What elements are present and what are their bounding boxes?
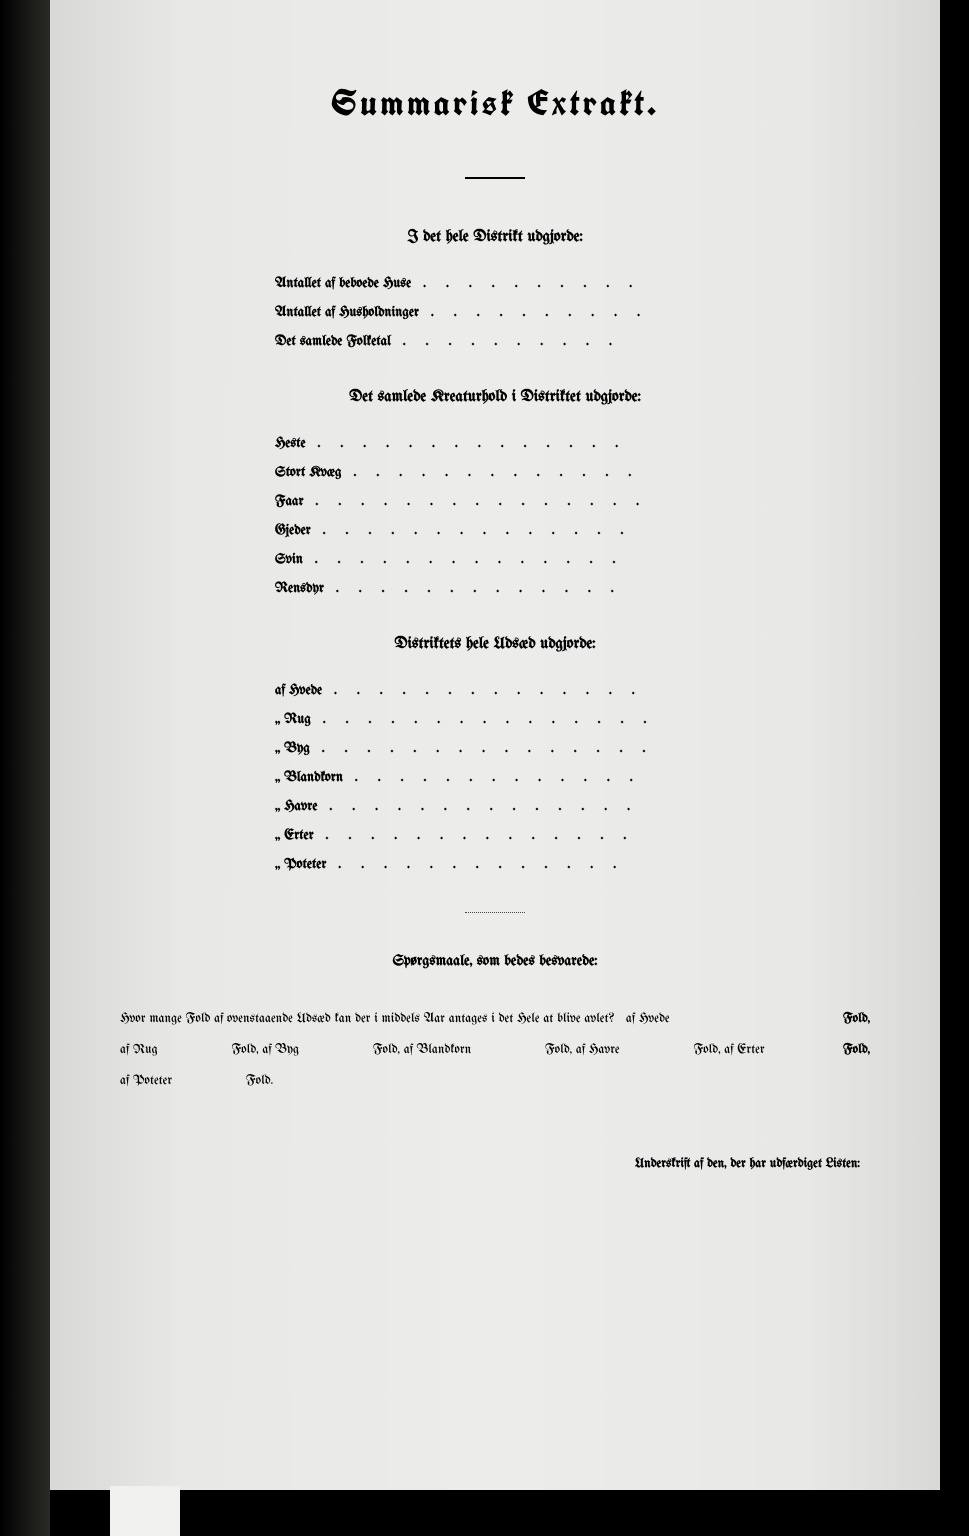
question-body: Hvor mange Fold af ovenstaaende Udsæd ka… bbox=[110, 1004, 880, 1098]
leader-dots: . . . . . . . . . . bbox=[419, 305, 715, 320]
leader-dots: . . . . . . . . . . . . . . . bbox=[310, 741, 715, 756]
list-item: Rensdyr . . . . . . . . . . . . . bbox=[275, 581, 715, 596]
crop-label: af Rug bbox=[120, 1044, 158, 1057]
section3-list: af Hvede . . . . . . . . . . . . . . „ R… bbox=[275, 683, 715, 872]
list-item: „ Poteter . . . . . . . . . . . . . bbox=[275, 857, 715, 872]
section3-header: Distriktets hele Udsæd udgjorde: bbox=[110, 636, 880, 653]
fold-suffix: Fold. bbox=[246, 1075, 273, 1088]
list-item: Gjeder . . . . . . . . . . . . . . bbox=[275, 523, 715, 538]
fold-suffix: Fold, bbox=[843, 1035, 870, 1066]
section1-list: Antallet af beboede Huse . . . . . . . .… bbox=[275, 276, 715, 349]
fold-suffix: Fold, bbox=[373, 1044, 400, 1057]
list-item: Svin . . . . . . . . . . . . . . bbox=[275, 552, 715, 567]
item-label: Antallet af Husholdninger bbox=[275, 305, 419, 320]
item-label: Rensdyr bbox=[275, 581, 324, 596]
section2-header: Det samlede Kreaturhold i Distriktet udg… bbox=[110, 389, 880, 406]
page-title: Summarisk Extrakt. bbox=[110, 80, 880, 127]
list-item: Antallet af beboede Huse . . . . . . . .… bbox=[275, 276, 715, 291]
right-frame bbox=[939, 0, 969, 1536]
list-item: Heste . . . . . . . . . . . . . . bbox=[275, 436, 715, 451]
item-label: „ Havre bbox=[275, 799, 317, 814]
item-label: Det samlede Folketal bbox=[275, 334, 391, 349]
question-header: Spørgsmaale, som bedes besvarede: bbox=[110, 953, 880, 969]
list-item: „ Byg . . . . . . . . . . . . . . . bbox=[275, 741, 715, 756]
fold-suffix: Fold, bbox=[693, 1044, 720, 1057]
item-label: Heste bbox=[275, 436, 306, 451]
crop-label: af Byg bbox=[262, 1044, 299, 1057]
section-divider bbox=[465, 912, 525, 913]
leader-dots: . . . . . . . . . . . . . bbox=[342, 465, 715, 480]
list-item: Antallet af Husholdninger . . . . . . . … bbox=[275, 305, 715, 320]
fold-suffix: Fold, bbox=[843, 1004, 870, 1035]
leader-dots: . . . . . . . . . . . . . bbox=[326, 857, 715, 872]
item-label: „ Rug bbox=[275, 712, 311, 727]
list-item: Stort Kvæg . . . . . . . . . . . . . bbox=[275, 465, 715, 480]
crop-label: af Hvede bbox=[626, 1013, 670, 1026]
book-binding bbox=[0, 0, 50, 1536]
section1-header: I det hele Distrikt udgjorde: bbox=[110, 229, 880, 246]
leader-dots: . . . . . . . . . . . . . . bbox=[314, 828, 715, 843]
title-divider bbox=[465, 177, 525, 179]
question-intro: Hvor mange Fold af ovenstaaende Udsæd ka… bbox=[120, 1013, 614, 1026]
item-label: Svin bbox=[275, 552, 303, 567]
list-item: „ Rug . . . . . . . . . . . . . . . bbox=[275, 712, 715, 727]
question-section: Spørgsmaale, som bedes besvarede: Hvor m… bbox=[110, 953, 880, 1098]
section2-list: Heste . . . . . . . . . . . . . . Stort … bbox=[275, 436, 715, 596]
leader-dots: . . . . . . . . . . . . . . bbox=[303, 552, 715, 567]
list-item: „ Erter . . . . . . . . . . . . . . bbox=[275, 828, 715, 843]
leader-dots: . . . . . . . . . . . . . . bbox=[317, 799, 715, 814]
list-item: „ Havre . . . . . . . . . . . . . . bbox=[275, 799, 715, 814]
list-item: af Hvede . . . . . . . . . . . . . . bbox=[275, 683, 715, 698]
list-item: Faar . . . . . . . . . . . . . . . bbox=[275, 494, 715, 509]
fold-suffix: Fold, bbox=[231, 1044, 258, 1057]
list-item: Det samlede Folketal . . . . . . . . . . bbox=[275, 334, 715, 349]
item-label: Antallet af beboede Huse bbox=[275, 276, 411, 291]
crop-label: af Blandkorn bbox=[404, 1044, 471, 1057]
leader-dots: . . . . . . . . . . . . . . bbox=[322, 683, 715, 698]
leader-dots: . . . . . . . . . . . . . bbox=[324, 581, 715, 596]
page-notch bbox=[110, 1486, 180, 1536]
item-label: Faar bbox=[275, 494, 304, 509]
item-label: „ Blandkorn bbox=[275, 770, 343, 785]
document-page: Summarisk Extrakt. I det hele Distrikt u… bbox=[50, 0, 940, 1490]
crop-label: af Havre bbox=[576, 1044, 620, 1057]
item-label: „ Poteter bbox=[275, 857, 326, 872]
list-item: „ Blandkorn . . . . . . . . . . . . . bbox=[275, 770, 715, 785]
crop-label: af Poteter bbox=[120, 1075, 172, 1088]
leader-dots: . . . . . . . . . . . . . . bbox=[311, 523, 715, 538]
signature-line: Underskrift af den, der har udfærdiget L… bbox=[110, 1158, 880, 1171]
leader-dots: . . . . . . . . . . . . . bbox=[343, 770, 715, 785]
leader-dots: . . . . . . . . . . . . . . . bbox=[304, 494, 715, 509]
leader-dots: . . . . . . . . . . bbox=[411, 276, 715, 291]
leader-dots: . . . . . . . . . . bbox=[391, 334, 715, 349]
item-label: „ Erter bbox=[275, 828, 314, 843]
item-label: af Hvede bbox=[275, 683, 322, 698]
item-label: „ Byg bbox=[275, 741, 310, 756]
crop-label: af Erter bbox=[724, 1044, 764, 1057]
leader-dots: . . . . . . . . . . . . . . bbox=[306, 436, 715, 451]
leader-dots: . . . . . . . . . . . . . . . bbox=[311, 712, 715, 727]
item-label: Stort Kvæg bbox=[275, 465, 342, 480]
item-label: Gjeder bbox=[275, 523, 311, 538]
fold-suffix: Fold, bbox=[545, 1044, 572, 1057]
